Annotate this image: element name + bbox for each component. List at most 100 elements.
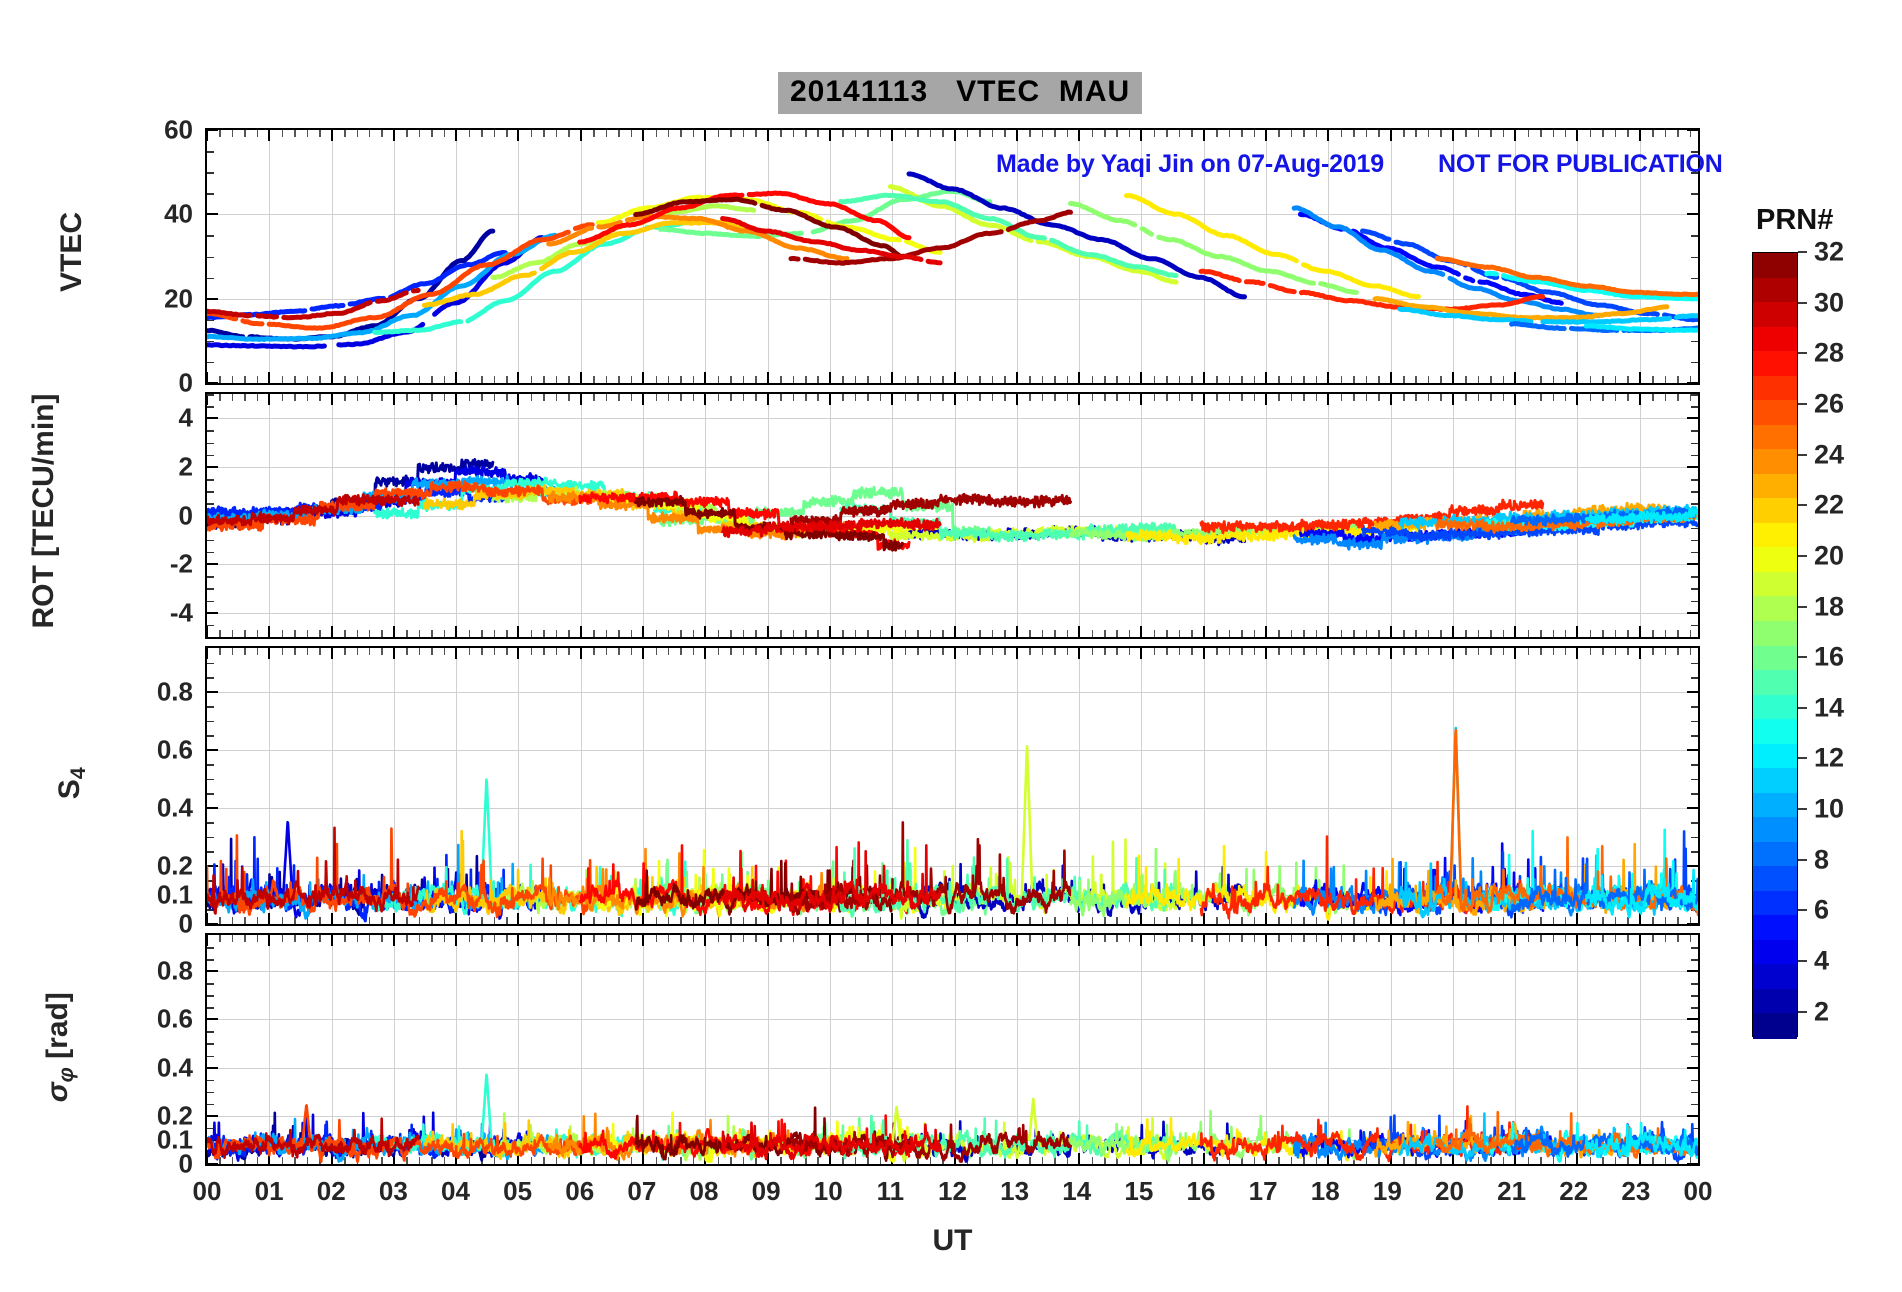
- x-tick-minor: [319, 648, 321, 655]
- y-tick-minor: [1691, 947, 1698, 949]
- colorbar-segment: [1753, 694, 1797, 720]
- trace: [1350, 228, 1461, 277]
- x-tick-label: 03: [378, 1176, 408, 1206]
- x-tick-minor: [1602, 630, 1604, 637]
- x-tick-minor: [543, 648, 545, 655]
- x-tick-minor: [1490, 935, 1492, 942]
- x-tick-minor: [1477, 394, 1480, 401]
- y-tick: [1687, 1163, 1698, 1164]
- x-tick-minor: [443, 648, 446, 655]
- x-tick-minor: [1290, 935, 1293, 942]
- colorbar-gradient[interactable]: [1752, 252, 1798, 1039]
- gridline-vertical: [393, 130, 395, 383]
- x-tick-minor: [717, 376, 720, 383]
- x-tick-minor: [1589, 130, 1592, 137]
- x-tick-minor: [1029, 394, 1031, 401]
- x-tick-minor: [867, 130, 869, 137]
- x-tick-minor: [1602, 376, 1604, 383]
- y-tick: [207, 864, 218, 867]
- x-tick-minor: [1066, 1157, 1069, 1164]
- colorbar[interactable]: 32 30 28 26 24 22 20 18 16 14 12 10 8 6 4 2: [1752, 237, 1844, 1039]
- x-tick-minor: [991, 394, 994, 401]
- x-tick-minor: [991, 630, 994, 637]
- x-tick-minor: [406, 394, 408, 401]
- x-tick-minor: [904, 648, 907, 655]
- trace: [410, 287, 421, 294]
- x-tick-minor: [1178, 376, 1181, 383]
- x-tick-label: 08: [689, 1176, 719, 1206]
- gridline-vertical: [1452, 935, 1454, 1164]
- x-tick-minor: [1378, 935, 1380, 942]
- x-tick-minor: [742, 394, 745, 401]
- gridline-vertical: [393, 935, 395, 1164]
- x-tick-minor: [281, 376, 284, 383]
- x-tick-minor: [530, 1157, 533, 1164]
- x-tick-minor: [817, 1157, 819, 1164]
- trace: [1301, 262, 1421, 300]
- x-tick-minor: [1502, 376, 1505, 383]
- x-tick-minor: [605, 648, 608, 655]
- x-tick-minor: [692, 130, 695, 137]
- x-tick-minor: [630, 630, 633, 637]
- x-tick: [1514, 130, 1517, 141]
- x-tick-minor: [979, 935, 981, 942]
- colorbar-segment: [1753, 547, 1797, 573]
- x-tick-minor: [742, 376, 745, 383]
- x-tick-minor: [1153, 630, 1156, 637]
- x-tick-minor: [618, 935, 620, 942]
- x-tick-minor: [1278, 648, 1280, 655]
- x-tick-minor: [630, 935, 633, 942]
- y-tick-minor: [207, 588, 214, 590]
- x-tick-minor: [256, 630, 259, 637]
- gridline-horizontal: [207, 749, 1698, 751]
- trace: [746, 190, 912, 241]
- x-tick-minor: [1353, 130, 1355, 137]
- x-tick-minor: [1664, 130, 1667, 137]
- y-tick-minor: [207, 1043, 214, 1045]
- x-tick-minor: [966, 917, 969, 924]
- x-tick-minor: [1614, 394, 1617, 401]
- y-tick-minor: [1691, 442, 1698, 445]
- x-tick: [455, 394, 458, 405]
- x-tick-minor: [1365, 394, 1368, 401]
- x-tick-minor: [929, 935, 932, 942]
- x-tick-minor: [1614, 376, 1617, 383]
- x-tick-minor: [256, 130, 259, 137]
- x-tick: [455, 626, 458, 637]
- x-tick-minor: [406, 630, 408, 637]
- x-tick-minor: [294, 376, 296, 383]
- y-tick-label: 2: [178, 451, 193, 482]
- x-tick-minor: [493, 648, 496, 655]
- colorbar-segment: [1753, 571, 1797, 598]
- x-tick: [1576, 130, 1579, 141]
- x-tick: [642, 913, 645, 924]
- x-tick-minor: [1178, 935, 1181, 942]
- x-tick-minor: [344, 376, 346, 383]
- x-tick-minor: [991, 1157, 994, 1164]
- x-tick: [828, 648, 831, 659]
- x-tick-minor: [942, 648, 944, 655]
- colorbar-segment: [1753, 326, 1797, 352]
- x-tick-minor: [555, 394, 558, 401]
- x-tick-minor: [431, 376, 433, 383]
- trace: [720, 216, 924, 262]
- x-tick-minor: [1378, 917, 1380, 924]
- colorbar-tick: [1798, 554, 1807, 557]
- x-tick-minor: [368, 935, 371, 942]
- x-tick-minor: [1004, 630, 1006, 637]
- x-tick-minor: [1365, 130, 1368, 137]
- x-tick-minor: [991, 648, 994, 655]
- x-tick-minor: [1004, 1157, 1006, 1164]
- data-traces: [207, 458, 1698, 552]
- x-tick-minor: [1128, 130, 1131, 137]
- y-tick-minor: [1691, 551, 1698, 554]
- x-tick-minor: [1614, 130, 1617, 137]
- y-tick-minor: [1691, 1007, 1698, 1009]
- trace: [1540, 315, 1672, 325]
- x-tick-minor: [555, 935, 558, 942]
- x-tick-minor: [1365, 376, 1368, 383]
- x-tick-minor: [904, 394, 907, 401]
- x-tick-minor: [1477, 917, 1480, 924]
- x-tick-minor: [1253, 648, 1255, 655]
- gridline-vertical: [829, 935, 831, 1164]
